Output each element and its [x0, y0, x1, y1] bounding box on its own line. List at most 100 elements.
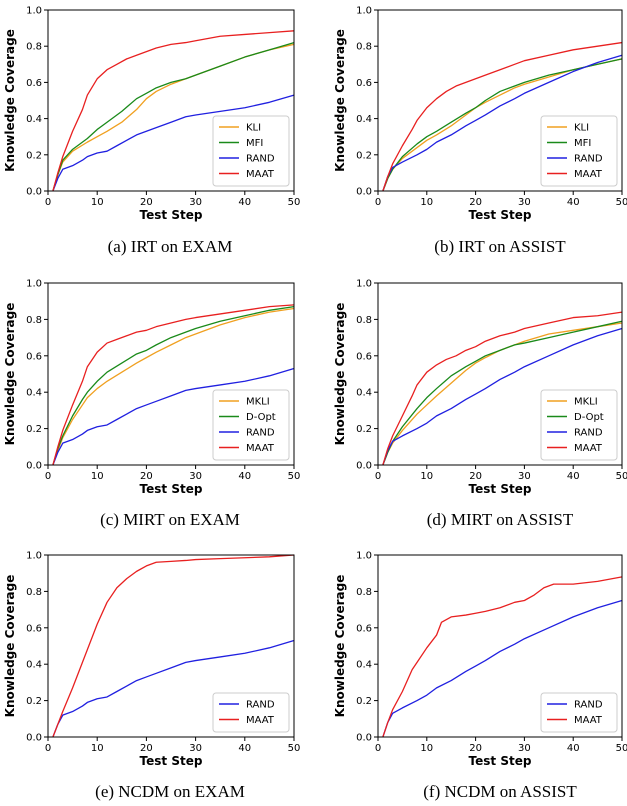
- plot-frame: [47, 282, 295, 466]
- figure-caption: (c) MIRT on EXAM: [100, 510, 240, 529]
- x-tick-label: 50: [288, 743, 301, 754]
- y-tick-label: 0.2: [356, 150, 372, 161]
- legend-label: D-Opt: [246, 412, 276, 423]
- legend-label: RAND: [246, 154, 275, 165]
- x-tick-label: 30: [518, 471, 531, 482]
- series-line-rand: [382, 599, 623, 738]
- legend: MKLI D-Opt RAND MAAT: [212, 389, 290, 461]
- y-tick-label: 0.0: [26, 187, 42, 198]
- y-tick-label: 0.2: [26, 696, 42, 707]
- x-tick-label: 0: [45, 471, 51, 482]
- x-tick-label: 30: [189, 743, 202, 754]
- y-tick-label: 1.0: [356, 6, 372, 17]
- chart-panel-5: 0 10 20 30 40 50 0.0 0.2 0.4 0.6 0.8 1.0 Test Step Kn…: [3, 551, 300, 802]
- y-axis-label: Knowledge Coverage: [333, 575, 347, 718]
- x-tick-label: 40: [238, 197, 251, 208]
- x-tick-label: 20: [140, 471, 153, 482]
- y-tick-label: 1.0: [26, 551, 42, 562]
- legend: KLI MFI RAND MAAT: [540, 115, 618, 187]
- y-tick-label: 0.2: [26, 424, 42, 435]
- legend-box: [540, 115, 618, 187]
- y-tick-label: 1.0: [26, 279, 42, 290]
- y-tick-label: 0.4: [356, 114, 372, 125]
- x-tick-label: 0: [375, 743, 381, 754]
- y-tick-label: 0.8: [26, 42, 42, 53]
- y-tick-label: 1.0: [356, 279, 372, 290]
- x-tick-label: 50: [288, 471, 301, 482]
- y-tick-label: 0.0: [356, 461, 372, 472]
- legend-label: RAND: [574, 700, 603, 711]
- figure-caption: (f) NCDM on ASSIST: [423, 782, 577, 801]
- y-tick-label: 0.8: [356, 42, 372, 53]
- series-line-maat: [382, 576, 623, 738]
- legend-label: MAAT: [246, 715, 275, 726]
- figure-caption: (b) IRT on ASSIST: [434, 237, 566, 256]
- x-tick-label: 30: [189, 197, 202, 208]
- chart-panel-3: 0 10 20 30 40 50 0.0 0.2 0.4 0.6 0.8 1.0 Test Step Kn…: [3, 279, 300, 530]
- series-line-mkli: [382, 322, 623, 466]
- legend-label: RAND: [574, 154, 603, 165]
- series-line-rand: [382, 327, 623, 466]
- legend-label: D-Opt: [574, 412, 604, 423]
- y-tick-label: 0.4: [356, 388, 372, 399]
- y-tick-label: 0.0: [26, 461, 42, 472]
- x-tick-label: 40: [238, 471, 251, 482]
- figure-caption: (e) NCDM on EXAM: [95, 782, 245, 801]
- plot-frame: [377, 554, 623, 738]
- y-tick-label: 0.4: [356, 660, 372, 671]
- chart-panel-1: 0 10 20 30 40 50 0.0 0.2 0.4 0.6 0.8 1.0 Test Step Kn…: [3, 6, 300, 257]
- y-tick-label: 0.2: [356, 424, 372, 435]
- plot-frame: [377, 9, 623, 192]
- x-tick-label: 0: [375, 197, 381, 208]
- series-line-mkli: [52, 307, 295, 466]
- legend-label: MAAT: [574, 169, 603, 180]
- x-axis-label: Test Step: [469, 208, 532, 222]
- legend-box: [212, 389, 290, 461]
- x-tick-label: 20: [469, 743, 482, 754]
- y-tick-label: 0.8: [356, 587, 372, 598]
- legend-label: RAND: [246, 428, 275, 439]
- y-axis-label: Knowledge Coverage: [333, 303, 347, 446]
- legend-label: MAAT: [246, 169, 275, 180]
- x-tick-label: 10: [420, 743, 433, 754]
- legend-label: RAND: [246, 700, 275, 711]
- legend-label: MFI: [246, 138, 263, 149]
- x-tick-label: 40: [238, 743, 251, 754]
- chart-panel-4: 0 10 20 30 40 50 0.0 0.2 0.4 0.6 0.8 1.0 Test Step Kn…: [333, 279, 627, 530]
- y-tick-label: 0.4: [26, 388, 42, 399]
- y-tick-label: 0.4: [26, 660, 42, 671]
- series-line-kli: [382, 58, 623, 192]
- legend: KLI MFI RAND MAAT: [212, 115, 290, 187]
- y-tick-label: 0.6: [26, 78, 42, 89]
- series-line-rand: [382, 54, 623, 192]
- x-tick-label: 20: [140, 197, 153, 208]
- series-line-mfi: [382, 58, 623, 192]
- x-tick-label: 30: [518, 197, 531, 208]
- y-tick-label: 0.6: [356, 78, 372, 89]
- chart-panel-6: 0 10 20 30 40 50 0.0 0.2 0.4 0.6 0.8 1.0 Test Step Kn…: [333, 551, 627, 802]
- x-tick-label: 0: [45, 197, 51, 208]
- y-axis-label: Knowledge Coverage: [3, 29, 17, 172]
- legend-label: KLI: [574, 123, 589, 134]
- series-line-maat: [52, 304, 295, 466]
- x-tick-label: 30: [518, 743, 531, 754]
- legend-label: RAND: [574, 428, 603, 439]
- legend-box: [540, 389, 618, 461]
- x-tick-label: 50: [616, 471, 627, 482]
- series-line-maat: [382, 41, 623, 192]
- series-line-rand: [52, 367, 295, 466]
- series-line-maat: [52, 554, 295, 738]
- legend: RAND MAAT: [212, 692, 290, 733]
- plot-frame: [47, 9, 295, 192]
- legend-label: MKLI: [574, 397, 598, 408]
- x-axis-label: Test Step: [469, 482, 532, 496]
- legend-label: MAAT: [246, 443, 275, 454]
- x-tick-label: 10: [91, 197, 104, 208]
- x-tick-label: 10: [91, 471, 104, 482]
- legend-box: [212, 115, 290, 187]
- y-tick-label: 0.6: [26, 623, 42, 634]
- series-line-rand: [52, 639, 295, 738]
- x-tick-label: 10: [420, 197, 433, 208]
- x-axis-label: Test Step: [140, 208, 203, 222]
